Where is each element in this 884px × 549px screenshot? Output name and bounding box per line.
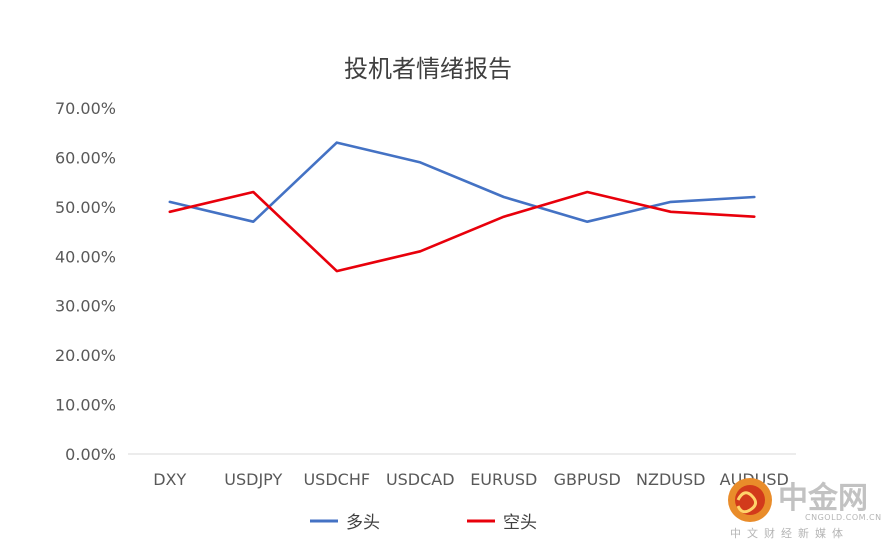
y-tick-label: 30.00%	[55, 297, 116, 316]
legend-label: 空头	[503, 513, 537, 533]
legend-label: 多头	[346, 513, 380, 533]
series-line-1	[168, 141, 756, 223]
y-axis-ticks: 0.00% 10.00% 20.00% 30.00% 40.00% 50.00% 60.00…	[55, 99, 116, 464]
y-tick-label: 60.00%	[55, 148, 116, 167]
series-lines	[168, 141, 756, 273]
x-tick-label: GBPUSD	[554, 470, 621, 489]
x-tick-label: DXY	[153, 470, 186, 489]
y-tick-label: 50.00%	[55, 198, 116, 217]
legend: 多头 空头	[310, 513, 537, 533]
x-tick-label: USDJPY	[224, 470, 282, 489]
y-tick-label: 40.00%	[55, 247, 116, 266]
watermark-brand: 中金网	[778, 481, 868, 516]
y-tick-label: 0.00%	[65, 445, 116, 464]
x-tick-label: USDCHF	[303, 470, 370, 489]
x-tick-label: USDCAD	[386, 470, 455, 489]
x-tick-label: EURUSD	[470, 470, 537, 489]
series-line-2	[168, 190, 756, 273]
watermark-url: CNGOLD.COM.CN	[805, 513, 882, 522]
y-tick-label: 20.00%	[55, 346, 116, 365]
x-tick-label: NZDUSD	[636, 470, 705, 489]
watermark-tagline: 中文财经新媒体	[730, 526, 849, 540]
watermark: 中金网 CNGOLD.COM.CN 中文财经新媒体	[728, 478, 882, 540]
cngold-logo-icon	[728, 478, 772, 522]
chart-title: 投机者情绪报告	[344, 55, 512, 83]
y-tick-label: 10.00%	[55, 396, 116, 415]
y-tick-label: 70.00%	[55, 99, 116, 118]
x-axis-ticks: DXYUSDJPYUSDCHFUSDCADEURUSDGBPUSDNZDUSDA…	[153, 470, 789, 489]
